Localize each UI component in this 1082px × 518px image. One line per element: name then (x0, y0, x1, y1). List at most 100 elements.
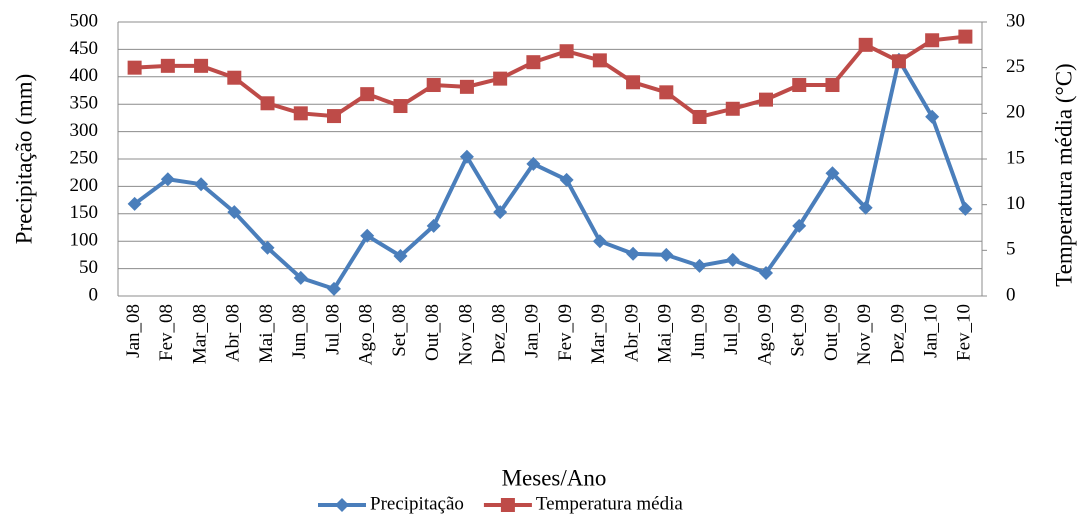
y2-tick-label: 15 (1006, 147, 1025, 168)
y-tick-label: 200 (70, 175, 99, 196)
point (393, 248, 408, 263)
y2-tick-label: 10 (1006, 193, 1025, 214)
y-tick-label: 300 (70, 120, 99, 141)
point (194, 58, 209, 73)
x-tick-label: Jan_08 (123, 304, 144, 358)
point (825, 78, 840, 93)
point (360, 228, 375, 243)
y2-tick-label: 0 (1006, 284, 1016, 305)
point (459, 149, 474, 164)
point (526, 55, 541, 70)
y-tick-label: 150 (70, 202, 99, 223)
point (659, 85, 674, 100)
point (260, 240, 275, 255)
y-tick-label: 0 (89, 284, 99, 305)
point (825, 166, 840, 181)
x-tick-label: Out_09 (821, 304, 842, 361)
point (526, 156, 541, 171)
point (393, 99, 408, 114)
point (626, 75, 641, 90)
point (958, 201, 973, 216)
y-tick-label: 250 (70, 147, 99, 168)
point (493, 205, 508, 220)
x-tick-label: Nov_08 (455, 304, 476, 365)
point (759, 92, 773, 107)
point (426, 218, 441, 233)
point (592, 53, 607, 68)
y-tick-label: 100 (70, 230, 99, 251)
point (293, 106, 308, 121)
y2-tick-label: 20 (1006, 102, 1025, 123)
x-axis-title: Meses/Ano (502, 465, 607, 490)
point (127, 60, 142, 75)
point (692, 109, 707, 124)
x-tick-label: Set_08 (389, 304, 410, 357)
x-tick-label: Jul_09 (721, 304, 742, 355)
point (925, 109, 940, 124)
x-tick-label: Abr_09 (621, 304, 642, 362)
point (792, 218, 807, 233)
point (858, 37, 873, 52)
point (293, 270, 308, 285)
x-tick-label: Mar_09 (588, 304, 609, 364)
x-tick-label: Mar_08 (189, 304, 210, 364)
y-tick-label: 400 (70, 65, 99, 86)
y-tick-label: 500 (70, 10, 99, 31)
x-tick-label: Dez_08 (489, 304, 510, 363)
x-tick-label: Fev_08 (156, 304, 177, 361)
y2-tick-label: 25 (1006, 56, 1025, 77)
point (327, 281, 341, 296)
legend-label: Temperatura média (536, 493, 683, 514)
x-tick-label: Ago_08 (356, 304, 377, 365)
point (327, 109, 341, 124)
point (725, 252, 740, 267)
x-tick-label: Abr_08 (223, 304, 244, 362)
x-tick-label: Out_08 (422, 304, 443, 361)
point (958, 29, 973, 44)
point (725, 101, 740, 116)
point (160, 172, 175, 187)
point (626, 246, 641, 261)
y2-axis-title: Temperatura média (°C) (1051, 63, 1076, 286)
x-tick-label: Jun_08 (289, 304, 310, 359)
x-tick-label: Jun_09 (688, 304, 709, 359)
x-tick-label: Jul_08 (322, 304, 343, 355)
point (227, 205, 242, 220)
x-tick-label: Jan_10 (921, 304, 942, 358)
point (360, 87, 375, 102)
point (559, 172, 574, 187)
x-tick-label: Mai_08 (256, 304, 277, 363)
point (260, 96, 275, 111)
x-tick-label: Mai_09 (655, 304, 676, 363)
point (227, 70, 242, 85)
point (559, 44, 574, 59)
point (127, 196, 142, 211)
series-line (133, 54, 968, 292)
y-tick-label: 450 (70, 38, 99, 59)
x-tick-label: Nov_09 (854, 304, 875, 365)
x-tick-label: Jan_09 (522, 304, 543, 358)
point (592, 234, 607, 249)
point (426, 78, 441, 93)
point (659, 247, 674, 262)
y-axis-title: Precipitação (mm) (11, 74, 36, 245)
point (792, 78, 807, 93)
x-tick-label: Ago_09 (754, 304, 775, 365)
x-tick-label: Dez_09 (887, 304, 908, 363)
legend-marker (500, 498, 515, 512)
point (459, 79, 474, 94)
point (925, 33, 940, 48)
point (759, 265, 773, 280)
point (493, 71, 508, 86)
point (692, 258, 707, 273)
point (858, 200, 873, 215)
point (891, 54, 906, 69)
legend-label: Precipitação (370, 493, 464, 514)
x-tick-label: Fev_09 (555, 304, 576, 361)
y-tick-label: 350 (70, 93, 99, 114)
y-tick-label: 50 (79, 257, 98, 278)
x-tick-label: Set_09 (788, 304, 809, 357)
point (160, 58, 175, 73)
y2-tick-label: 5 (1006, 239, 1016, 260)
